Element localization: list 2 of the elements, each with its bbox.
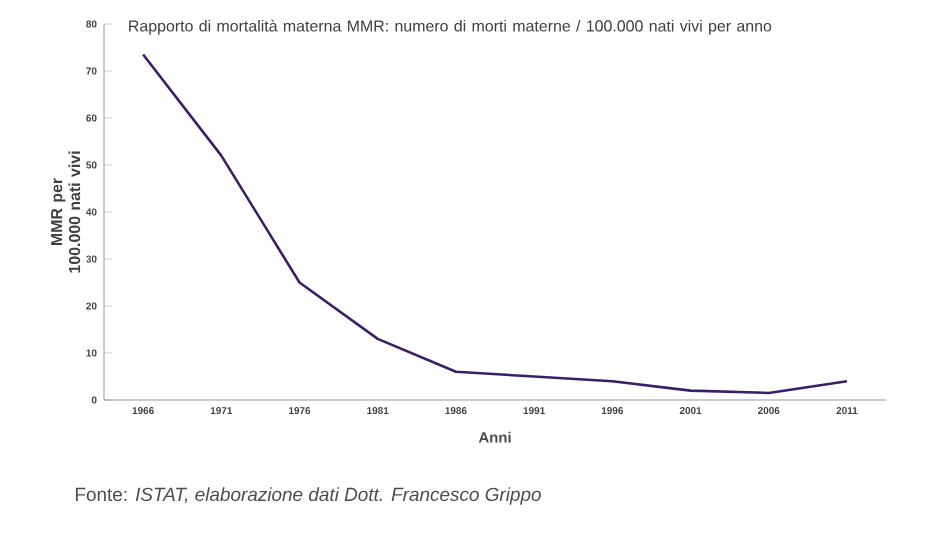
line-series — [141, 53, 849, 395]
source-note: Fonte: ISTAT, elaborazione dati Dott. Francesco Grippo — [75, 487, 541, 505]
